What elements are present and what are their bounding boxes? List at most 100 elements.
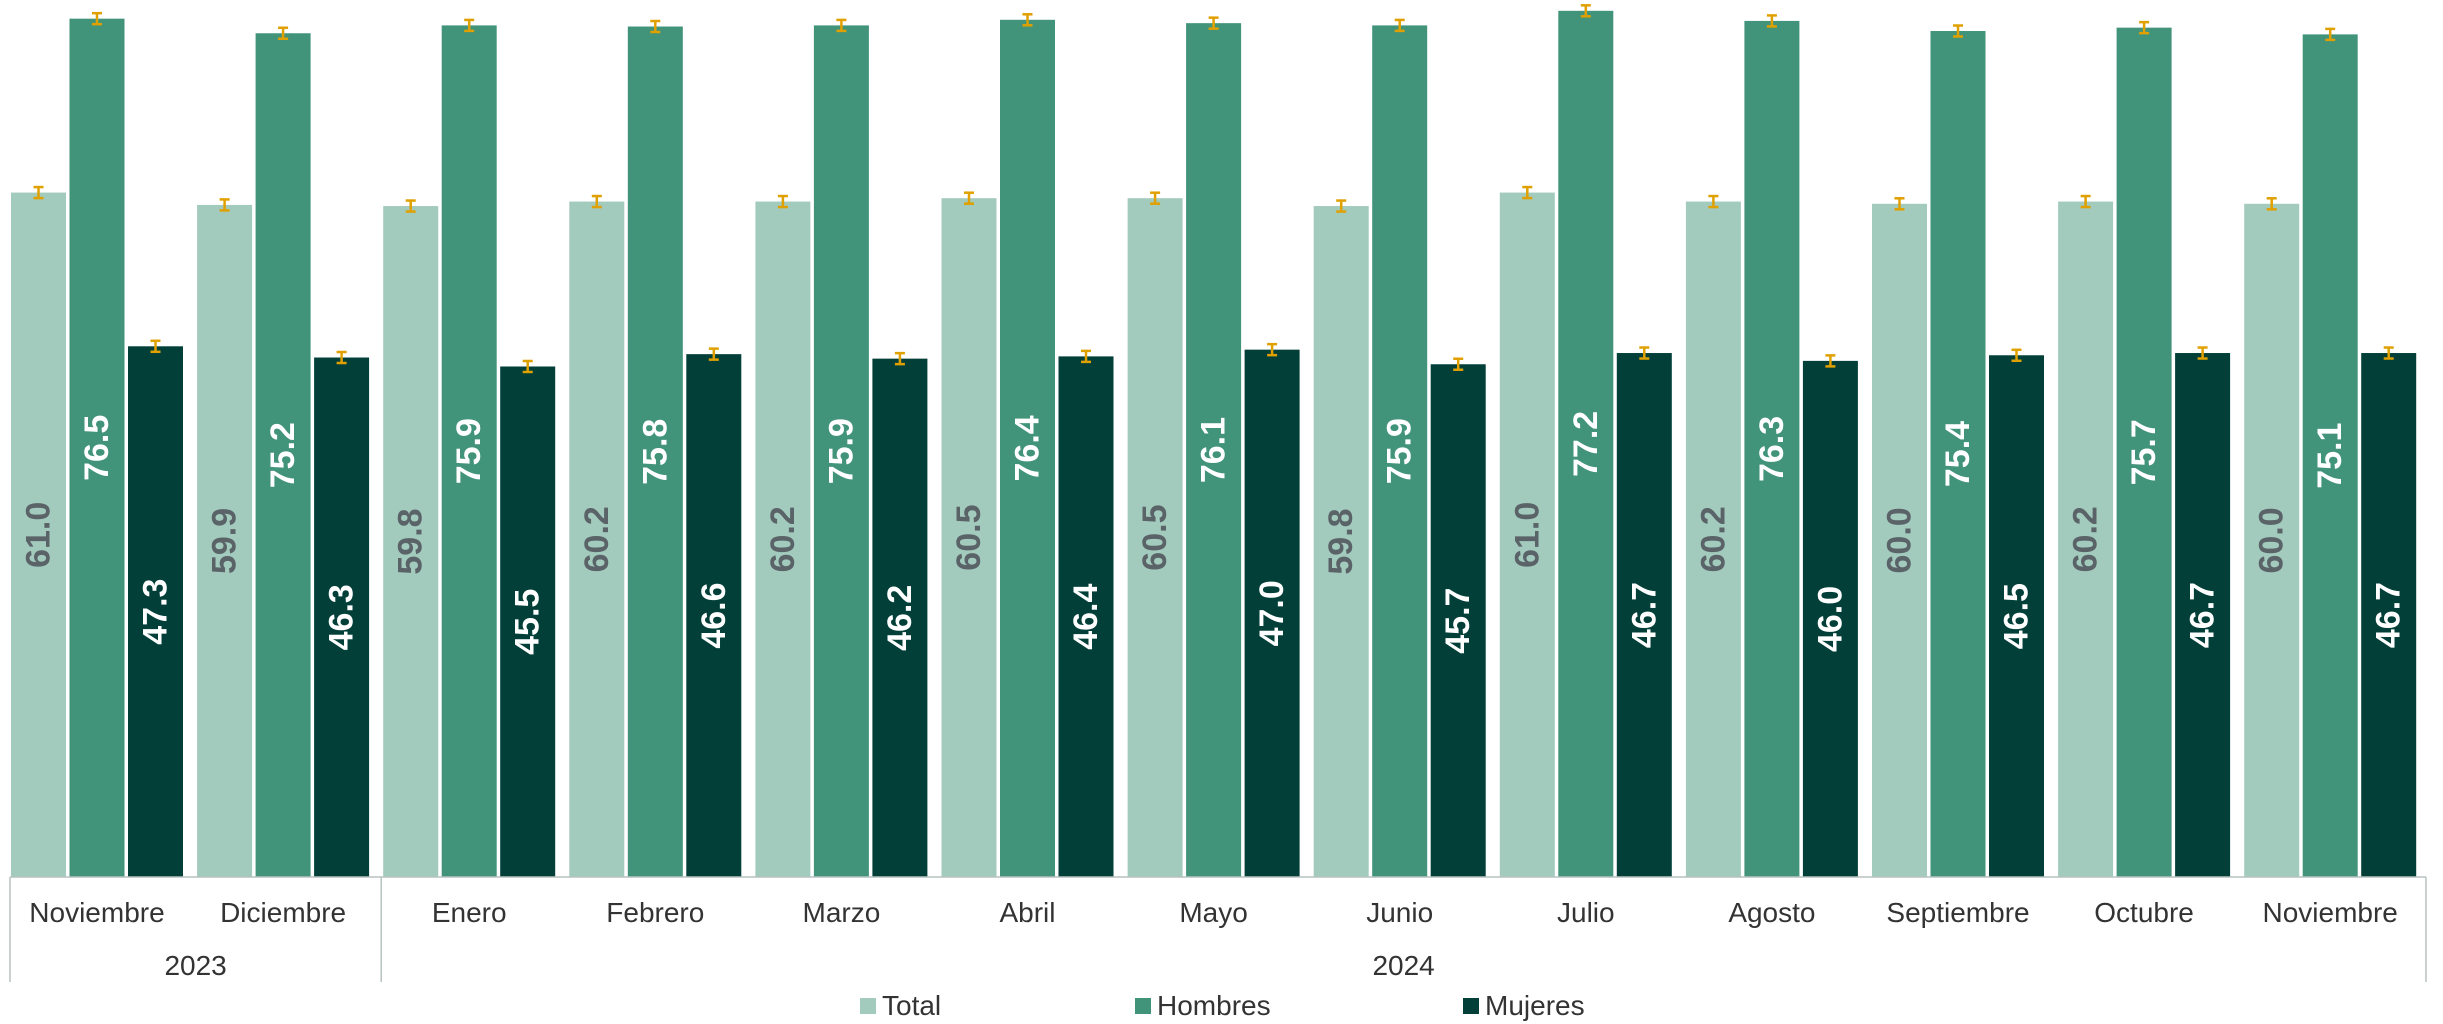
bar-mujeres-5 [1058, 356, 1114, 878]
value-label-mujeres-7: 45.7 [1439, 588, 1477, 654]
error-bar-hombres-0 [92, 11, 102, 26]
month-label-3: Febrero [606, 897, 704, 928]
error-bar-hombres-3 [650, 19, 661, 34]
bar-total-0 [11, 192, 66, 877]
bar-mujeres-7 [1430, 364, 1486, 878]
bar-mujeres-1 [314, 357, 370, 877]
legend-label-total: Total [882, 990, 941, 1021]
value-label-mujeres-1: 46.3 [323, 584, 361, 650]
bar-mujeres-0 [128, 346, 183, 877]
value-label-hombres-0: 76.5 [78, 415, 116, 481]
value-label-mujeres-4: 46.2 [881, 585, 919, 651]
bar-hombres-12 [2302, 34, 2358, 878]
value-label-hombres-7: 75.9 [1381, 418, 1419, 484]
bar-hombres-4 [813, 25, 869, 878]
value-label-mujeres-11: 46.7 [2184, 582, 2222, 648]
bar-mujeres-9 [1802, 360, 1858, 877]
value-label-hombres-8: 77.2 [1567, 411, 1605, 477]
error-bar-hombres-4 [836, 18, 847, 33]
bar-total-4 [755, 201, 811, 877]
bar-total-3 [569, 201, 625, 877]
bar-mujeres-3 [686, 354, 742, 877]
value-label-total-2: 59.8 [392, 508, 430, 574]
error-bar-total-7 [1336, 199, 1347, 213]
value-label-total-7: 59.8 [1322, 508, 1360, 574]
legend-swatch-mujeres [1463, 998, 1479, 1014]
bar-total-5 [941, 198, 997, 877]
legend-swatch-hombres [1135, 998, 1151, 1014]
error-bars-layer [33, 4, 2394, 374]
error-bar-mujeres-10 [2011, 348, 2022, 363]
error-bar-hombres-10 [1953, 24, 1963, 38]
bar-total-8 [1499, 192, 1555, 877]
error-bar-mujeres-7 [1453, 357, 1464, 371]
value-label-total-1: 59.9 [206, 508, 244, 574]
error-bar-total-6 [1150, 191, 1161, 205]
error-bar-mujeres-6 [1267, 342, 1278, 357]
error-bar-mujeres-8 [1639, 346, 1650, 360]
bar-hombres-3 [627, 26, 683, 878]
bar-total-12 [2244, 203, 2300, 878]
value-label-total-11: 60.2 [2067, 506, 2105, 572]
legend-item-hombres: Hombres [1135, 990, 1271, 1021]
value-label-mujeres-9: 46.0 [1811, 586, 1849, 652]
bar-mujeres-8 [1616, 353, 1672, 877]
value-label-total-6: 60.5 [1136, 505, 1174, 571]
bar-hombres-1 [255, 33, 311, 878]
error-bar-mujeres-2 [522, 359, 533, 374]
year-label-2024: 2024 [1372, 950, 1434, 981]
bar-hombres-9 [1744, 20, 1800, 877]
value-label-hombres-3: 75.8 [636, 419, 674, 485]
error-bar-mujeres-9 [1825, 354, 1836, 368]
error-bar-mujeres-1 [336, 350, 347, 365]
error-bar-hombres-7 [1394, 18, 1405, 33]
bar-mujeres-12 [2361, 353, 2417, 877]
month-label-1: Diciembre [220, 897, 346, 928]
value-label-total-0: 61.0 [20, 502, 58, 568]
value-label-hombres-10: 75.4 [1939, 421, 1977, 487]
error-bar-mujeres-11 [2197, 346, 2208, 360]
value-label-hombres-4: 75.9 [822, 418, 860, 484]
month-label-2: Enero [432, 897, 507, 928]
bar-hombres-6 [1186, 23, 1242, 877]
month-label-9: Agosto [1728, 897, 1815, 928]
month-label-8: Julio [1557, 897, 1615, 928]
error-bar-mujeres-4 [894, 351, 905, 366]
bar-mujeres-4 [872, 358, 928, 877]
bar-hombres-2 [441, 25, 497, 878]
category-axis: Noviembre Diciembre Enero Febrero Marzo Abril… [9, 876, 2427, 982]
error-bar-hombres-1 [278, 26, 289, 41]
value-label-hombres-2: 75.9 [450, 418, 488, 484]
error-bar-mujeres-12 [2383, 346, 2394, 360]
error-bar-mujeres-5 [1081, 349, 1091, 364]
value-label-total-10: 60.0 [1881, 507, 1919, 573]
bar-hombres-5 [1000, 19, 1055, 878]
month-label-10: Septiembre [1886, 897, 2029, 928]
value-label-mujeres-2: 45.5 [509, 589, 547, 655]
legend: Total Hombres Mujeres [860, 990, 1585, 1021]
error-bar-total-12 [2266, 197, 2277, 211]
bar-hombres-7 [1372, 25, 1428, 878]
error-bar-total-8 [1522, 185, 1533, 200]
value-label-mujeres-12: 46.7 [2370, 582, 2408, 648]
month-label-4: Marzo [803, 897, 881, 928]
bar-total-2 [383, 206, 439, 877]
legend-swatch-total [860, 998, 876, 1014]
error-bar-hombres-9 [1766, 14, 1777, 28]
bar-hombres-8 [1558, 10, 1614, 878]
bar-total-11 [2058, 201, 2114, 877]
year-label-2023: 2023 [164, 950, 226, 981]
error-bar-total-9 [1708, 194, 1719, 209]
error-bar-mujeres-0 [150, 339, 161, 354]
value-label-mujeres-8: 46.7 [1625, 582, 1663, 648]
error-bar-hombres-2 [464, 18, 475, 33]
error-bar-total-1 [219, 198, 230, 212]
value-label-mujeres-5: 46.4 [1067, 584, 1105, 650]
error-bar-total-10 [1894, 197, 1905, 211]
bar-total-10 [1872, 203, 1927, 878]
bar-mujeres-10 [1989, 355, 2044, 877]
error-bar-hombres-12 [2325, 27, 2336, 42]
bar-total-1 [197, 204, 253, 877]
month-label-11: Octubre [2094, 897, 2194, 928]
